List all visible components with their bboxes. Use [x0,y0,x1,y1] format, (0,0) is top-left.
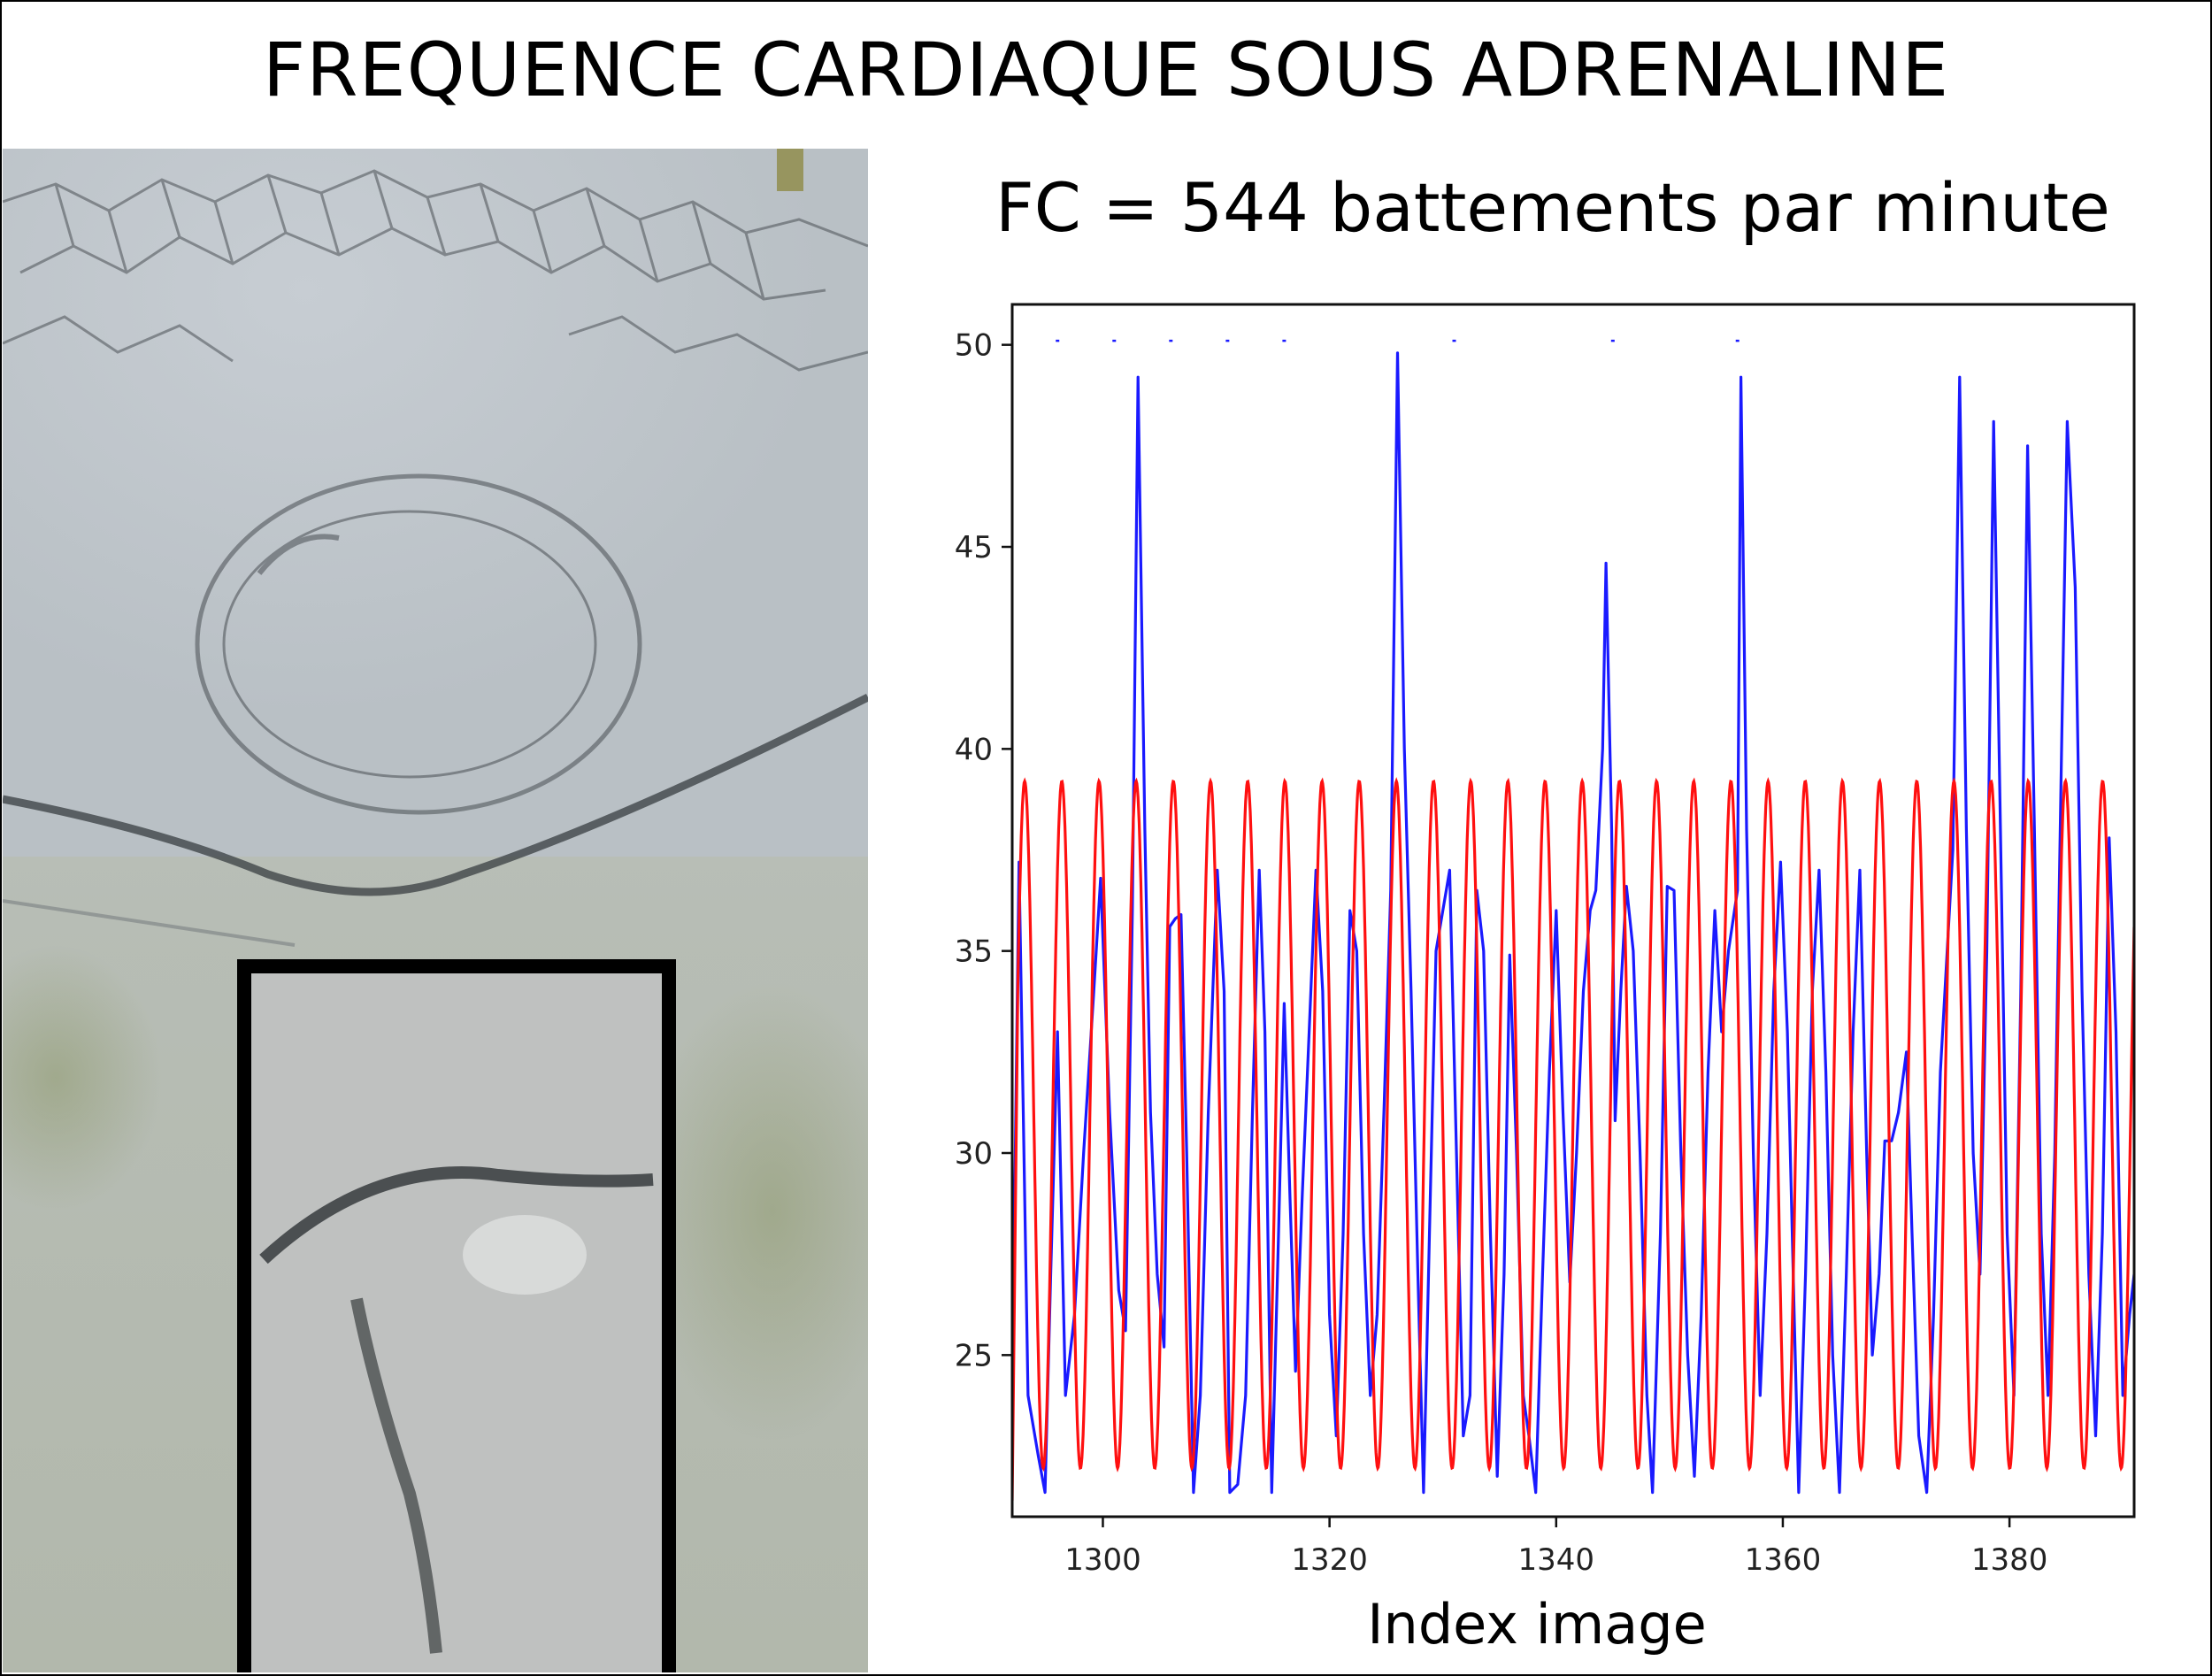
y-axis: 25 30 35 40 45 50 [955,328,1012,1373]
series-fit-line [1012,777,2134,1501]
y-tick-label: 45 [955,530,993,565]
page-title: FREQUENCE CARDIAQUE SOUS ADRENALINE [262,27,1950,113]
y-tick-label: 35 [955,934,993,970]
heart-rate-readout: FC = 544 battements par minute [995,168,2110,247]
microscope-image [3,149,868,1672]
x-tick-label: 1300 [1064,1542,1141,1578]
y-tick-label: 25 [955,1338,993,1373]
x-tick-label: 1320 [1291,1542,1368,1578]
x-axis: 1300 1320 1340 1360 1380 [1064,1517,2047,1578]
plot-area [1012,339,2134,1501]
y-tick-label: 30 [955,1136,993,1172]
y-tick-label: 40 [955,732,993,767]
heart-rate-chart: 1300 1320 1340 1360 1380 25 30 35 40 45 50 Index … [955,303,2136,1657]
x-tick-label: 1340 [1518,1542,1595,1578]
y-tick-label: 50 [955,328,993,364]
plot-frame [1010,303,2136,1518]
x-axis-label: Index image [1367,1592,1707,1657]
x-tick-label: 1380 [1971,1542,2048,1578]
x-tick-label: 1360 [1745,1542,1822,1578]
